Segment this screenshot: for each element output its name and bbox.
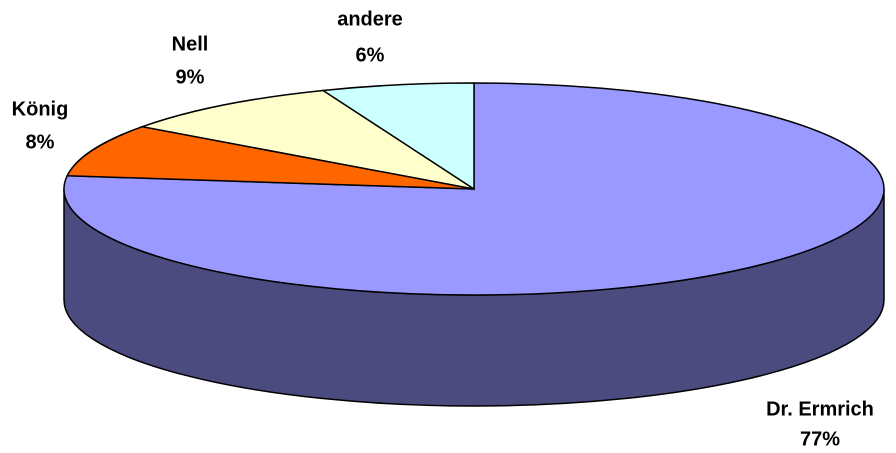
- pie-slice: [63, 82, 885, 296]
- slice-label: König: [12, 98, 69, 120]
- pie-slice: [139, 89, 475, 190]
- pie-slice: [66, 125, 475, 190]
- slice-label: Nell: [172, 33, 209, 55]
- value-label: 8%: [26, 131, 55, 153]
- value-label: 77%: [800, 428, 840, 450]
- value-label: 6%: [356, 44, 385, 66]
- value-label: 9%: [176, 66, 205, 88]
- slice-label: Dr. Ermrich: [766, 398, 874, 420]
- pie-slice: [320, 82, 475, 191]
- slice-label: andere: [337, 8, 403, 30]
